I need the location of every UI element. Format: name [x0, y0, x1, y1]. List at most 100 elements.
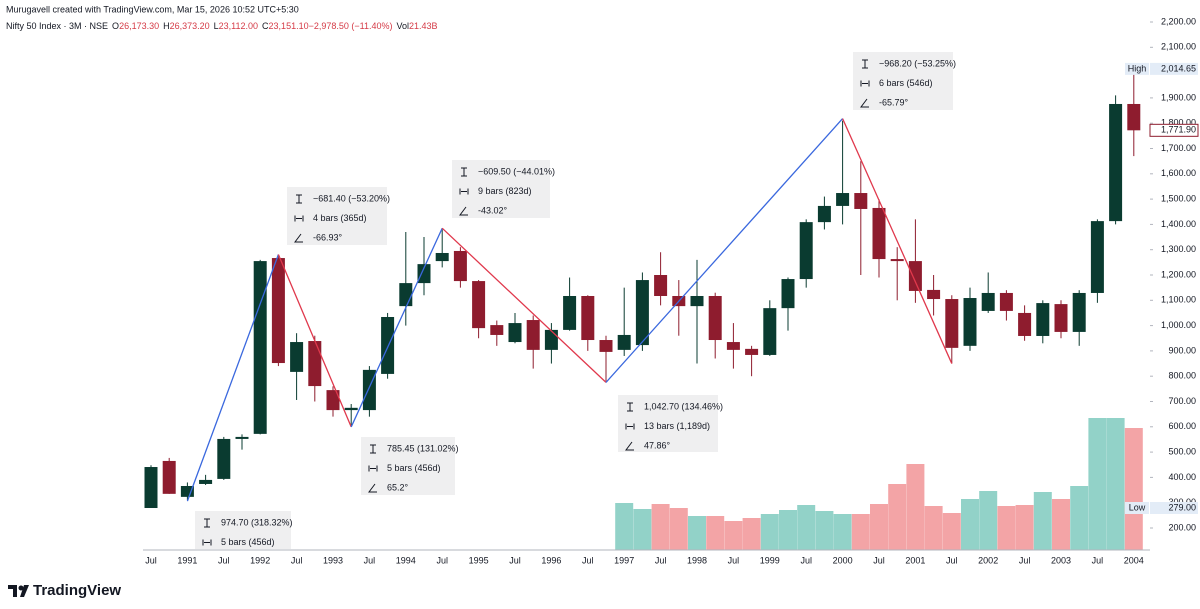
- candle-body: [908, 261, 922, 291]
- volume-bar: [815, 511, 834, 550]
- icon-range: [204, 518, 210, 528]
- candle-body: [435, 252, 449, 262]
- legend: Nifty 50 Index · 3M · NSE O26,173.30 H26,3…: [6, 21, 438, 31]
- candle-body: [726, 342, 740, 350]
- volume-bar: [1033, 492, 1052, 550]
- candle-body: [290, 342, 304, 372]
- legend-value: 21.43B: [409, 21, 438, 31]
- price-label-bg: [1150, 502, 1198, 515]
- logo-icon: [8, 585, 17, 597]
- icon-range: [370, 444, 376, 454]
- x-tick-label: 1997: [614, 555, 634, 565]
- y-tick-label: 200.00: [1168, 522, 1196, 532]
- candle-body: [617, 334, 631, 350]
- candle-body: [654, 275, 668, 296]
- y-tick-label: 1,400.00: [1161, 219, 1196, 229]
- legend-key: O: [112, 21, 119, 31]
- y-tick-label: 900.00: [1168, 345, 1196, 355]
- x-tick-label: 1994: [396, 555, 416, 565]
- measure-box: −609.50 (−44.01%) 9 bars (823d) -43.02°: [452, 160, 555, 218]
- volume-bar: [797, 505, 816, 550]
- price-name: High: [1128, 63, 1147, 73]
- x-tick-label: 2004: [1124, 555, 1144, 565]
- candle-body: [1109, 103, 1123, 222]
- candle-body: [308, 341, 322, 387]
- candle-body: [526, 320, 540, 350]
- volume-bar: [851, 514, 870, 550]
- volume-bar: [651, 504, 670, 550]
- icon-range: [296, 194, 302, 204]
- y-tick-label: 1,500.00: [1161, 193, 1196, 203]
- measure-box-bg: [287, 187, 387, 245]
- icon-range: [461, 167, 467, 177]
- price-label-bg: [1149, 123, 1199, 137]
- volume-bar: [979, 491, 998, 550]
- price-name-bg: [1125, 502, 1149, 515]
- volume-bar: [888, 484, 907, 550]
- x-tick-label: 1996: [541, 555, 561, 565]
- x-tick-label: Jul: [291, 555, 303, 565]
- measure-text: 5 bars (456d): [221, 537, 275, 547]
- y-tick-label: 600.00: [1168, 421, 1196, 431]
- zigzag-segment: [842, 118, 953, 364]
- y-tick-label: 1,300.00: [1161, 244, 1196, 254]
- attribution: Murugavell created with TradingView.com,…: [6, 4, 299, 14]
- icon-bars: [860, 80, 870, 87]
- candle-body: [836, 193, 850, 206]
- candle-body: [235, 436, 249, 439]
- price-name: Low: [1129, 502, 1146, 512]
- x-tick-label: 1995: [469, 555, 489, 565]
- measure-text: −968.20 (−53.25%): [879, 58, 956, 68]
- zigzag-segment: [441, 227, 607, 383]
- candle-body: [581, 295, 595, 341]
- legend-key: Vol: [397, 21, 410, 31]
- candle-body: [1072, 292, 1086, 332]
- measure-text: 785.45 (131.02%): [387, 443, 459, 453]
- measure-box: 974.70 (318.32%) 5 bars (456d): [195, 511, 293, 549]
- x-tick-label: Jul: [728, 555, 740, 565]
- legend-value: −2,978.50 (−11.40%): [309, 21, 393, 31]
- measure-box: −968.20 (−53.25%) 6 bars (546d) -65.79°: [853, 52, 956, 110]
- candle-body: [199, 479, 213, 484]
- x-tick-label: 2003: [1051, 555, 1071, 565]
- candle-body: [854, 193, 868, 209]
- volume-bar: [906, 464, 925, 550]
- candle-body: [180, 485, 194, 497]
- volume-bar: [1124, 428, 1143, 550]
- candle-body: [344, 407, 358, 411]
- volume-bar: [942, 513, 961, 550]
- candle-body: [999, 292, 1013, 311]
- candle-body: [472, 281, 486, 329]
- candle-body: [217, 438, 231, 479]
- volume-bar: [997, 506, 1016, 550]
- icon-range: [627, 402, 633, 412]
- x-tick-label: 1998: [687, 555, 707, 565]
- icon-angle: [625, 441, 634, 451]
- zigzag-segment: [186, 254, 280, 502]
- candle-body: [544, 329, 558, 350]
- x-tick-label: 1999: [760, 555, 780, 565]
- measure-text: 974.70 (318.32%): [221, 517, 293, 527]
- measure-text: 5 bars (456d): [387, 463, 441, 473]
- candle-body: [1127, 103, 1141, 131]
- candle-body: [981, 292, 995, 311]
- x-tick-label: Jul: [509, 555, 521, 565]
- measure-text: 9 bars (823d): [478, 186, 532, 196]
- y-tick-label: 500.00: [1168, 446, 1196, 456]
- candle-body: [144, 467, 158, 509]
- volume-bar: [924, 506, 943, 550]
- candle-body: [271, 258, 285, 364]
- icon-angle: [459, 206, 468, 216]
- y-tick-label: 800.00: [1168, 371, 1196, 381]
- legend-value: 23,112.00: [219, 21, 258, 31]
- candle-body: [763, 308, 777, 355]
- icon-bars: [625, 423, 635, 430]
- measure-text: -43.02°: [478, 205, 508, 215]
- y-tick-label: 1,100.00: [1161, 295, 1196, 305]
- candle-body: [417, 264, 431, 284]
- measure-box: −681.40 (−53.20%) 4 bars (365d) -66.93°: [287, 187, 390, 245]
- y-tick-label: 2,100.00: [1161, 42, 1196, 52]
- footer-logo: TradingView: [8, 582, 121, 599]
- volume-bar: [1015, 505, 1034, 550]
- candle-body: [399, 283, 413, 307]
